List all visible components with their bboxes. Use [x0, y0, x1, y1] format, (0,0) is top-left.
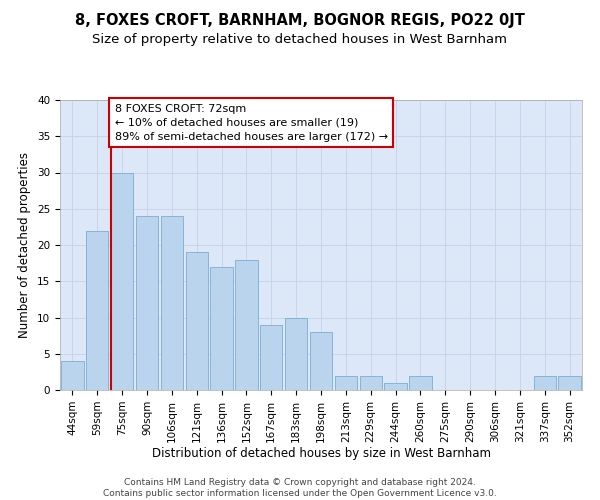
Text: Size of property relative to detached houses in West Barnham: Size of property relative to detached ho… — [92, 32, 508, 46]
X-axis label: Distribution of detached houses by size in West Barnham: Distribution of detached houses by size … — [151, 448, 491, 460]
Y-axis label: Number of detached properties: Number of detached properties — [19, 152, 31, 338]
Bar — [409, 376, 431, 390]
Text: 8 FOXES CROFT: 72sqm
← 10% of detached houses are smaller (19)
89% of semi-detac: 8 FOXES CROFT: 72sqm ← 10% of detached h… — [115, 104, 388, 142]
Bar — [533, 376, 556, 390]
Bar — [136, 216, 158, 390]
Bar — [211, 267, 233, 390]
Bar — [161, 216, 183, 390]
Bar — [385, 383, 407, 390]
Bar — [310, 332, 332, 390]
Text: 8, FOXES CROFT, BARNHAM, BOGNOR REGIS, PO22 0JT: 8, FOXES CROFT, BARNHAM, BOGNOR REGIS, P… — [75, 12, 525, 28]
Bar — [559, 376, 581, 390]
Bar — [61, 361, 83, 390]
Bar — [235, 260, 257, 390]
Bar — [111, 172, 133, 390]
Bar — [285, 318, 307, 390]
Bar — [335, 376, 357, 390]
Bar — [260, 325, 283, 390]
Bar — [185, 252, 208, 390]
Bar — [86, 230, 109, 390]
Text: Contains HM Land Registry data © Crown copyright and database right 2024.
Contai: Contains HM Land Registry data © Crown c… — [103, 478, 497, 498]
Bar — [359, 376, 382, 390]
